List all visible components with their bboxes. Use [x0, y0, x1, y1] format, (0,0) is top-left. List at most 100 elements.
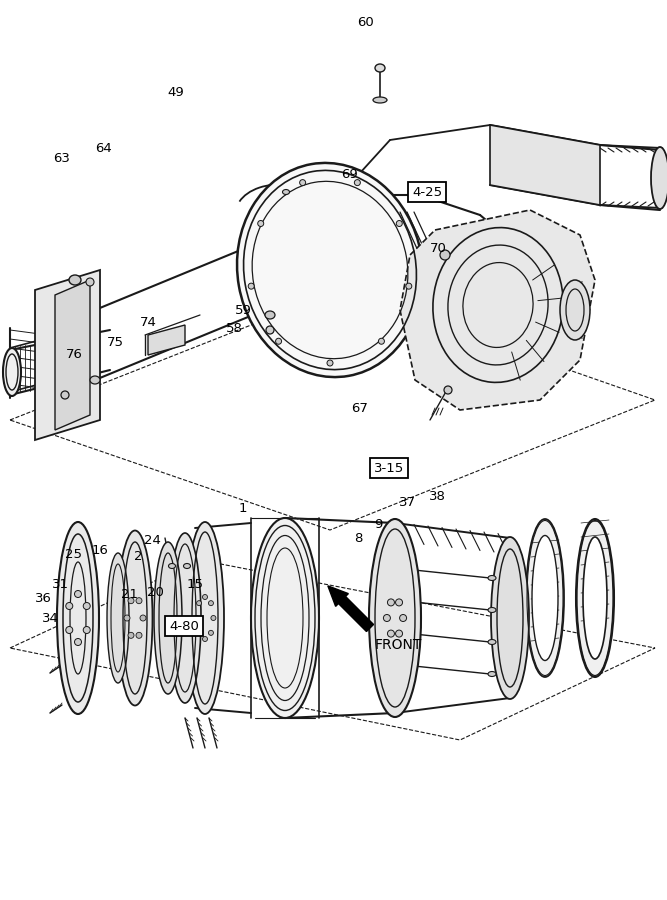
Ellipse shape [266, 326, 274, 334]
Text: 63: 63 [53, 151, 71, 165]
Ellipse shape [209, 600, 213, 606]
Ellipse shape [211, 616, 216, 620]
Ellipse shape [203, 595, 207, 599]
Ellipse shape [128, 598, 134, 604]
Ellipse shape [107, 553, 129, 683]
Text: 4-25: 4-25 [412, 185, 442, 199]
Ellipse shape [299, 180, 305, 185]
Polygon shape [55, 280, 90, 430]
Ellipse shape [203, 636, 207, 642]
Ellipse shape [265, 311, 275, 319]
Ellipse shape [406, 284, 412, 289]
Ellipse shape [183, 563, 191, 569]
Polygon shape [490, 125, 600, 205]
Ellipse shape [327, 360, 333, 366]
Text: 16: 16 [91, 544, 109, 557]
Ellipse shape [86, 278, 94, 286]
Text: 70: 70 [430, 241, 446, 255]
Text: 24: 24 [143, 535, 161, 547]
Text: 3-15: 3-15 [374, 462, 404, 474]
Text: 64: 64 [95, 141, 112, 155]
Ellipse shape [369, 519, 421, 717]
Ellipse shape [124, 615, 130, 621]
Ellipse shape [117, 530, 153, 706]
Text: 60: 60 [357, 15, 374, 29]
Ellipse shape [396, 598, 403, 606]
Ellipse shape [488, 671, 496, 677]
Ellipse shape [169, 563, 175, 569]
Polygon shape [35, 270, 100, 440]
Text: 9: 9 [374, 518, 382, 530]
Ellipse shape [128, 633, 134, 638]
Ellipse shape [154, 542, 182, 694]
Ellipse shape [136, 598, 142, 604]
Ellipse shape [388, 598, 394, 606]
Ellipse shape [283, 190, 289, 194]
Text: 37: 37 [398, 496, 416, 508]
Text: 15: 15 [187, 578, 203, 590]
Text: 69: 69 [341, 168, 358, 182]
Text: 59: 59 [235, 303, 251, 317]
Text: 75: 75 [107, 337, 123, 349]
Ellipse shape [400, 615, 407, 622]
Ellipse shape [384, 615, 390, 622]
Ellipse shape [444, 386, 452, 394]
Ellipse shape [440, 250, 450, 260]
Text: 67: 67 [352, 401, 368, 415]
Text: FRONT: FRONT [374, 638, 422, 652]
Ellipse shape [257, 220, 263, 227]
Ellipse shape [83, 626, 90, 634]
Ellipse shape [66, 626, 73, 634]
Ellipse shape [209, 630, 213, 635]
Ellipse shape [61, 391, 69, 399]
Ellipse shape [194, 616, 199, 620]
Ellipse shape [136, 633, 142, 638]
Ellipse shape [576, 519, 614, 677]
Ellipse shape [378, 338, 384, 344]
Text: 8: 8 [354, 532, 362, 544]
Ellipse shape [275, 338, 281, 344]
Ellipse shape [396, 220, 402, 227]
Ellipse shape [532, 536, 558, 661]
Ellipse shape [251, 518, 319, 718]
Ellipse shape [488, 608, 496, 613]
Text: 76: 76 [65, 348, 83, 362]
Polygon shape [400, 210, 595, 410]
Ellipse shape [375, 64, 385, 72]
Ellipse shape [237, 163, 423, 377]
Text: 2: 2 [134, 550, 142, 562]
Text: 36: 36 [35, 591, 51, 605]
Text: 4-80: 4-80 [169, 619, 199, 633]
Ellipse shape [57, 522, 99, 714]
Ellipse shape [75, 590, 81, 598]
Ellipse shape [388, 630, 394, 637]
Text: 38: 38 [429, 490, 446, 502]
Ellipse shape [75, 638, 81, 645]
Ellipse shape [66, 602, 73, 609]
Ellipse shape [583, 537, 607, 659]
FancyArrow shape [328, 586, 374, 632]
Text: 21: 21 [121, 589, 139, 601]
Text: 20: 20 [147, 586, 163, 598]
Ellipse shape [373, 97, 387, 103]
Ellipse shape [90, 376, 100, 384]
Ellipse shape [197, 600, 201, 606]
Ellipse shape [526, 519, 564, 677]
Ellipse shape [488, 640, 496, 644]
Ellipse shape [354, 180, 360, 185]
Text: 49: 49 [167, 86, 184, 98]
Ellipse shape [651, 147, 667, 209]
Ellipse shape [186, 522, 224, 714]
Ellipse shape [560, 280, 590, 340]
Ellipse shape [396, 630, 403, 637]
Text: 1: 1 [239, 501, 247, 515]
Ellipse shape [3, 348, 21, 396]
Text: 25: 25 [65, 547, 83, 561]
Ellipse shape [83, 602, 90, 609]
Text: 34: 34 [41, 611, 59, 625]
Ellipse shape [488, 575, 496, 580]
Text: 74: 74 [139, 316, 157, 328]
Text: 31: 31 [51, 579, 69, 591]
Ellipse shape [491, 537, 529, 699]
Ellipse shape [69, 275, 81, 285]
